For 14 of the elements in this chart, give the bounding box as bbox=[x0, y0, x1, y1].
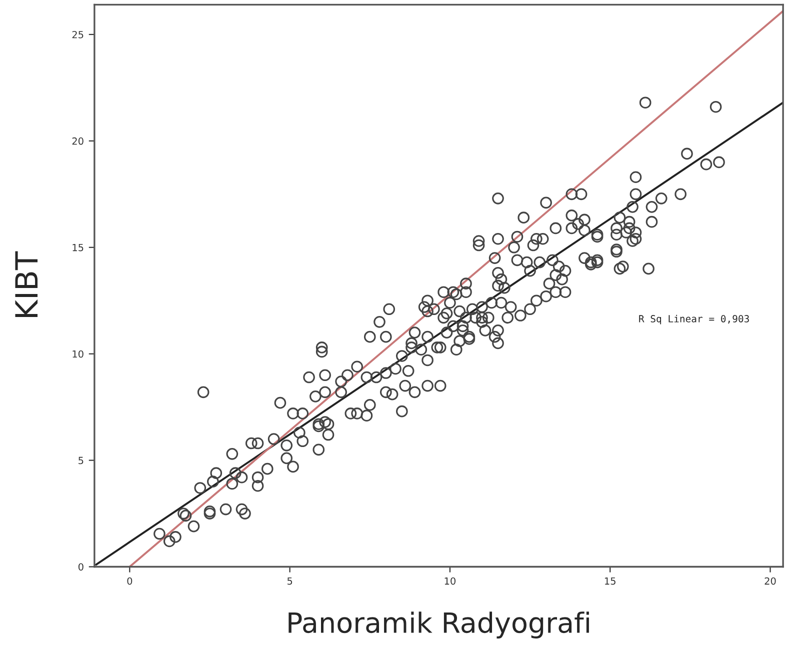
x-tick-label: 10 bbox=[444, 577, 456, 585]
y-tick-label: 20 bbox=[72, 137, 84, 145]
annotation: R Sq Linear = 0,903 bbox=[639, 314, 749, 324]
x-tick-label: 0 bbox=[127, 577, 132, 585]
y-tick-label: 0 bbox=[78, 563, 84, 571]
y-tick-label: 15 bbox=[72, 244, 84, 252]
x-tick-label: 5 bbox=[287, 577, 292, 585]
y-tick-label: 5 bbox=[78, 456, 84, 464]
x-tick-label: 15 bbox=[604, 577, 616, 585]
y-tick-label: 25 bbox=[72, 30, 84, 38]
x-tick-label: 20 bbox=[764, 577, 776, 585]
y-axis-title: KIBT bbox=[15, 251, 38, 318]
x-axis-title: Panoramik Radyografi bbox=[288, 612, 589, 638]
y-tick-label: 10 bbox=[72, 350, 84, 358]
